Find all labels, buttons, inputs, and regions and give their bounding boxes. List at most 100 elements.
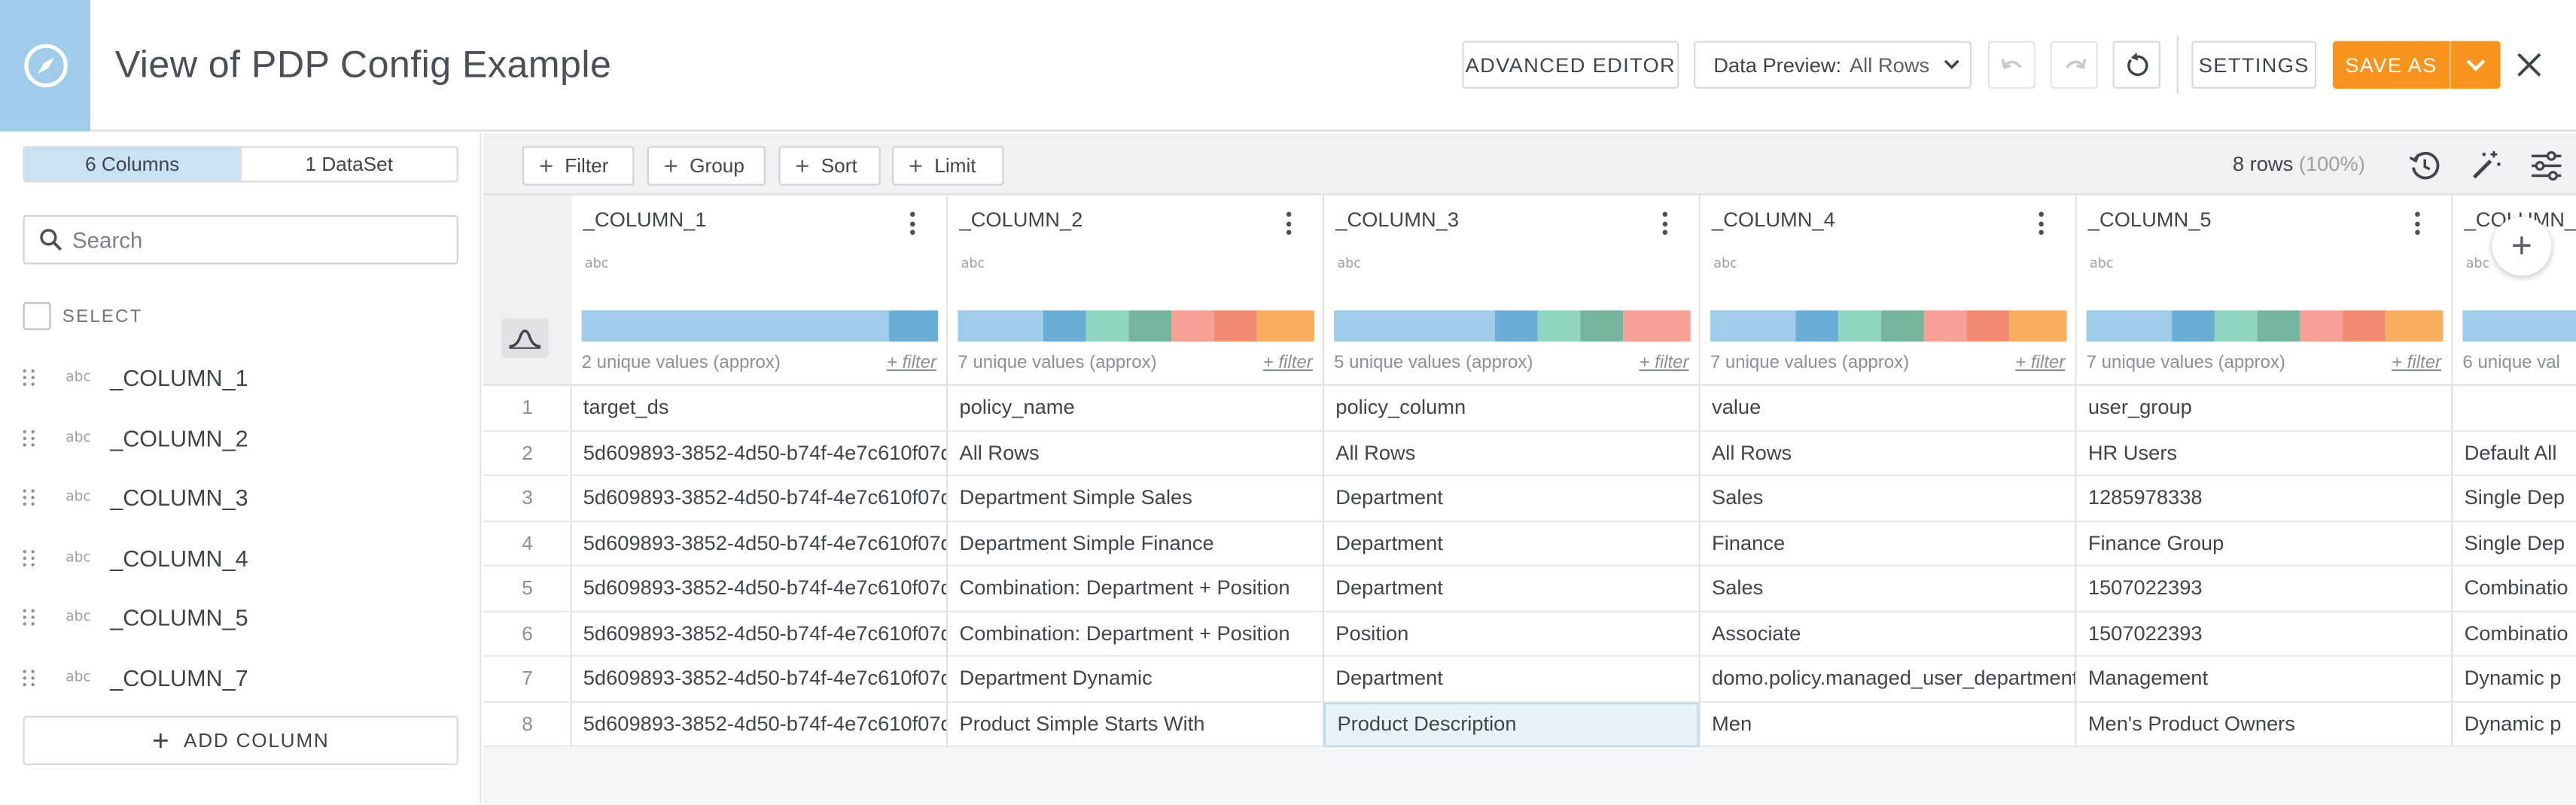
column-menu-icon[interactable] (910, 211, 917, 235)
add-column-fab[interactable]: + (2492, 217, 2552, 276)
column-list-item[interactable]: abc _COLUMN_5 (23, 600, 248, 636)
column-header[interactable]: _COLUMN_3 abc 5 unique values (approx) + fi… (1324, 195, 1699, 386)
table-cell[interactable]: 1285978338 (2076, 476, 2452, 521)
table-cell[interactable]: Department Simple Sales (948, 476, 1323, 521)
table-cell[interactable]: Single Dep (2453, 476, 2576, 521)
table-cell[interactable]: 5d609893-3852-4d50-b74f-4e7c610f07d3 (571, 657, 947, 702)
table-cell[interactable]: 5d609893-3852-4d50-b74f-4e7c610f07d3 (571, 702, 947, 747)
tab-dataset[interactable]: 1 DataSet (239, 147, 457, 181)
add-filter-link[interactable]: + filter (1639, 353, 1689, 373)
table-cell[interactable]: policy_column (1324, 386, 1699, 431)
save-as-button[interactable]: SAVE AS (2333, 41, 2450, 89)
drag-handle-icon[interactable] (23, 483, 36, 512)
column-header[interactable]: _COLUMN_2 abc 7 unique values (approx) + fi… (948, 195, 1323, 386)
column-menu-icon[interactable] (1286, 211, 1293, 235)
table-cell[interactable]: Management (2076, 657, 2452, 702)
table-cell[interactable]: user_group (2076, 386, 2452, 431)
column-list-item[interactable]: abc _COLUMN_2 (23, 421, 248, 457)
column-list-item[interactable]: abc _COLUMN_7 (23, 660, 248, 696)
group-button[interactable]: + Group (647, 146, 766, 186)
table-cell[interactable]: Department (1324, 476, 1699, 521)
add-filter-link[interactable]: + filter (1262, 353, 1313, 373)
table-cell[interactable]: Men's Product Owners (2076, 702, 2452, 747)
add-filter-link[interactable]: + filter (886, 353, 936, 373)
redo-button[interactable] (2050, 41, 2098, 89)
table-cell[interactable]: 5d609893-3852-4d50-b74f-4e7c610f07d3 (571, 431, 947, 476)
table-cell[interactable]: 5d609893-3852-4d50-b74f-4e7c610f07d3 (571, 521, 947, 567)
table-cell[interactable]: 5d609893-3852-4d50-b74f-4e7c610f07d3 (571, 476, 947, 521)
save-as-menu-button[interactable] (2449, 41, 2501, 89)
data-preview-dropdown[interactable]: Data Preview: All Rows (1694, 41, 1972, 89)
table-cell[interactable]: 5d609893-3852-4d50-b74f-4e7c610f07d3 (571, 612, 947, 657)
drag-handle-icon[interactable] (23, 664, 36, 693)
tab-columns[interactable]: 6 Columns (24, 147, 240, 181)
table-cell[interactable]: HR Users (2076, 431, 2452, 476)
table-cell[interactable]: Department (1324, 657, 1699, 702)
column-menu-icon[interactable] (2415, 211, 2422, 235)
table-cell[interactable]: 1507022393 (2076, 612, 2452, 657)
table-cell[interactable]: Position (1324, 612, 1699, 657)
table-cell[interactable]: Dynamic p (2453, 657, 2576, 702)
table-cell[interactable]: All Rows (1700, 431, 2075, 476)
table-cell[interactable]: 1507022393 (2076, 567, 2452, 612)
table-cell[interactable]: Combinatio (2453, 567, 2576, 612)
table-cell[interactable]: 5d609893-3852-4d50-b74f-4e7c610f07d3 (571, 567, 947, 612)
column-list-item[interactable]: abc _COLUMN_4 (23, 540, 248, 576)
table-cell[interactable]: Sales (1700, 476, 2075, 521)
search-input[interactable]: Search (23, 214, 458, 265)
filter-button[interactable]: + Filter (522, 146, 635, 186)
column-header[interactable]: _COLUMN_5 abc 7 unique values (approx) + fi… (2076, 195, 2452, 386)
drag-handle-icon[interactable] (23, 543, 36, 573)
column-list-item[interactable]: abc _COLUMN_1 (23, 360, 248, 396)
table-cell[interactable]: Department Dynamic (948, 657, 1323, 702)
table-cell[interactable]: Single Dep (2453, 521, 2576, 567)
table-cell[interactable]: Department Simple Finance (948, 521, 1323, 567)
column-menu-icon[interactable] (2039, 211, 2045, 235)
table-cell[interactable]: Combination: Department + Position (948, 612, 1323, 657)
drag-handle-icon[interactable] (23, 363, 36, 392)
undo-button[interactable] (1987, 41, 2036, 89)
column-settings-button[interactable] (2529, 147, 2565, 184)
distribution-toggle-button[interactable] (501, 318, 549, 358)
column-menu-icon[interactable] (1662, 211, 1670, 235)
magic-wand-button[interactable] (2468, 147, 2504, 184)
table-cell[interactable]: Sales (1700, 567, 2075, 612)
table-cell[interactable]: Finance Group (2076, 521, 2452, 567)
table-cell[interactable]: value (1700, 386, 2075, 431)
select-all-row[interactable]: SELECT (23, 302, 143, 330)
advanced-editor-button[interactable]: ADVANCED EDITOR (1462, 41, 1679, 89)
settings-button[interactable]: SETTINGS (2191, 41, 2317, 89)
column-header[interactable]: _COLUMN_1 abc 2 unique values (approx) + fi… (571, 195, 947, 386)
table-cell[interactable]: Default All (2453, 431, 2576, 476)
history-button[interactable] (2407, 147, 2443, 184)
close-button[interactable] (2511, 46, 2547, 82)
drag-handle-icon[interactable] (23, 424, 36, 453)
drag-handle-icon[interactable] (23, 603, 36, 632)
table-cell[interactable]: policy_name (948, 386, 1323, 431)
table-cell[interactable]: All Rows (1324, 431, 1699, 476)
table-cell[interactable]: Combinatio (2453, 612, 2576, 657)
limit-button[interactable]: + Limit (892, 146, 1004, 186)
add-filter-link[interactable]: + filter (2391, 353, 2442, 373)
table-cell[interactable]: domo.policy.managed_user_department (1700, 657, 2075, 702)
column-list-item[interactable]: abc _COLUMN_3 (23, 479, 248, 515)
table-cell[interactable]: Men (1700, 702, 2075, 747)
reset-button[interactable] (2112, 41, 2160, 89)
column-header[interactable]: _COLUMN_4 abc 7 unique values (approx) + fi… (1700, 195, 2075, 386)
table-cell[interactable]: Product Simple Starts With (948, 702, 1323, 747)
table-cell[interactable]: Finance (1700, 521, 2075, 567)
table-cell[interactable]: Dynamic p (2453, 702, 2576, 747)
table-cell[interactable]: Department (1324, 567, 1699, 612)
sort-button[interactable]: + Sort (778, 146, 881, 186)
add-column-button[interactable]: + ADD COLUMN (23, 715, 458, 765)
add-filter-link[interactable]: + filter (2015, 353, 2066, 373)
table-cell[interactable]: Combination: Department + Position (948, 567, 1323, 612)
table-cell[interactable]: Product Description (1324, 701, 1699, 747)
select-all-checkbox[interactable] (23, 302, 51, 330)
table-cell[interactable]: All Rows (948, 431, 1323, 476)
table-cell[interactable]: Department (1324, 521, 1699, 567)
table-cell[interactable]: Associate (1700, 612, 2075, 657)
table-cell[interactable] (2453, 386, 2576, 431)
table-cell[interactable]: target_ds (571, 386, 947, 431)
